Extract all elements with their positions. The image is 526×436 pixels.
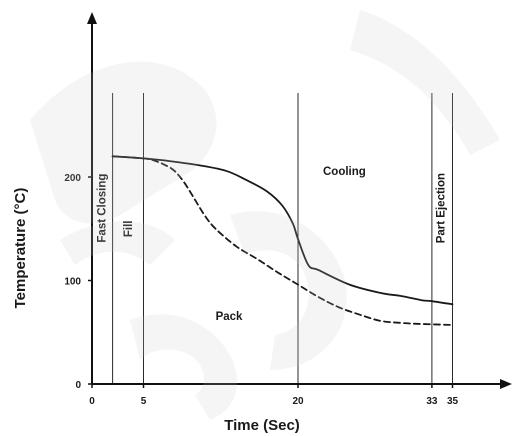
x-axis-title: Time (Sec) — [224, 417, 300, 434]
y-tick-label-0: 0 — [75, 380, 81, 391]
phase-label-cooling: Cooling — [323, 166, 366, 178]
series-line-dashed — [111, 155, 454, 326]
ticks: 0 5 20 33 35 0 100 200 — [64, 173, 458, 407]
phase-label-fast-closing: Fast Closing — [96, 174, 108, 243]
x-tick-label-3: 33 — [426, 396, 438, 407]
x-tick-label-0: 0 — [89, 396, 95, 407]
x-tick-label-4: 35 — [447, 396, 459, 407]
x-tick-label-2: 20 — [292, 396, 304, 407]
phase-label-pack: Pack — [216, 311, 243, 323]
phase-label-part-ejection: Part Ejection — [435, 173, 447, 243]
y-axis-title: Temperature (°C) — [12, 188, 29, 309]
series-line-solid — [111, 155, 454, 306]
phase-label-fill: Fill — [123, 220, 135, 237]
axes — [87, 12, 512, 389]
x-tick-label-1: 5 — [141, 396, 147, 407]
y-axis-arrow — [87, 12, 97, 24]
x-axis-arrow — [500, 379, 512, 389]
y-tick-label-1: 100 — [64, 277, 81, 288]
phase-labels: Fast Closing Fill Cooling Part Ejection Pack — [96, 166, 447, 323]
y-tick-label-2: 200 — [64, 173, 81, 184]
series-lines — [111, 155, 454, 326]
